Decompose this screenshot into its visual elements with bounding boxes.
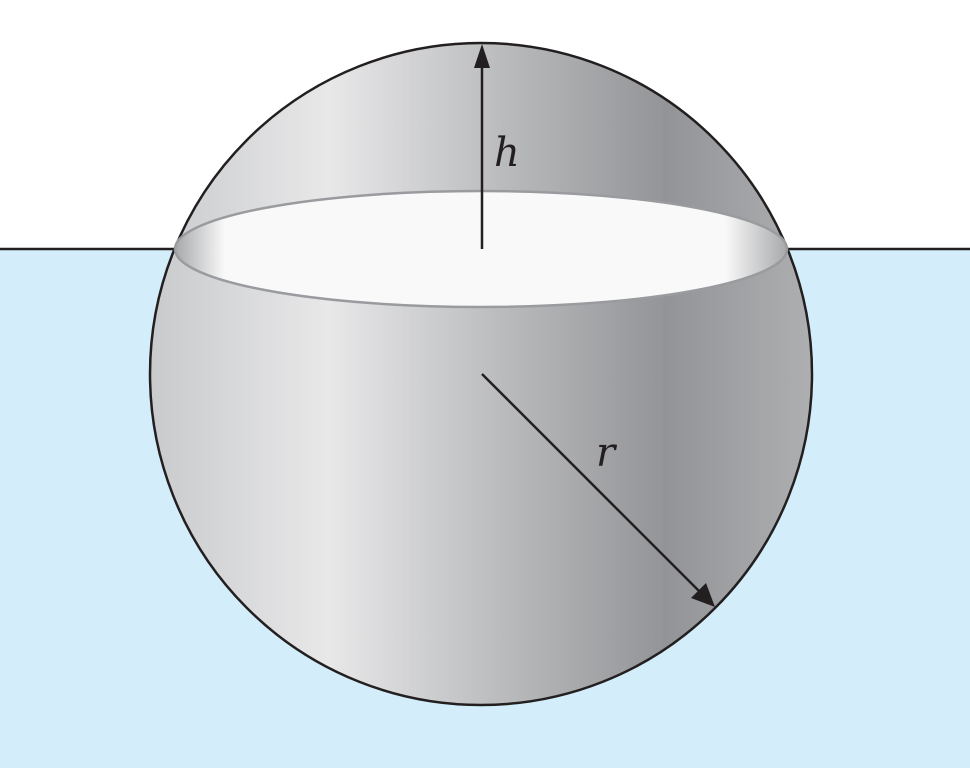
radius-arrowhead bbox=[691, 583, 715, 607]
height-label: h bbox=[494, 130, 520, 176]
height-arrowhead bbox=[474, 44, 490, 68]
height-arrow bbox=[474, 44, 490, 249]
radius-arrow bbox=[481, 373, 715, 607]
radius-label: r bbox=[596, 430, 618, 476]
